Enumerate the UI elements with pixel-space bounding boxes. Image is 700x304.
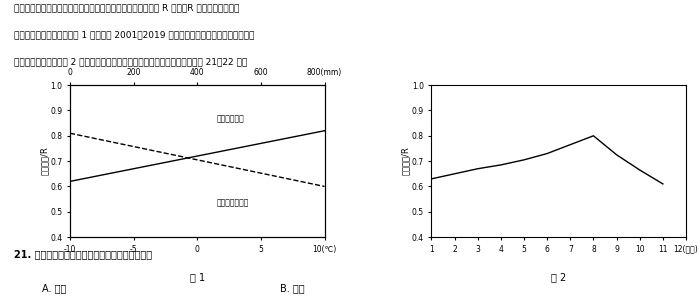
Y-axis label: 相关系数/R: 相关系数/R (40, 147, 49, 175)
Text: 多年平均降水量: 多年平均降水量 (216, 199, 248, 207)
Text: 多年平均气温: 多年平均气温 (216, 115, 244, 124)
Text: 系数的趋势统计图，图 2 是蒙古国不同月份与敏感系数趋势统计图。据此完成 21～22 题。: 系数的趋势统计图，图 2 是蒙古国不同月份与敏感系数趋势统计图。据此完成 21～… (14, 58, 247, 67)
Text: 分区域植被生长受干旱影响较强，对干旱响应的敏感性用系数 R 表示（R 等于植被覆盖度和: 分区域植被生长受干旱影响较强，对干旱响应的敏感性用系数 R 表示（R 等于植被覆… (14, 3, 239, 12)
Y-axis label: 相关系数/R: 相关系数/R (401, 147, 410, 175)
Text: A. 春季: A. 春季 (42, 283, 66, 293)
Text: 降水蒸散比值的比位）。图 1 是蒙古国 2001～2019 年多年平均气温及年均降水量与敏感: 降水蒸散比值的比位）。图 1 是蒙古国 2001～2019 年多年平均气温及年均… (14, 30, 254, 40)
Text: 21. 蒙古国植被总体上对干旱响应最敏感的季节是: 21. 蒙古国植被总体上对干旱响应最敏感的季节是 (14, 249, 152, 259)
Text: B. 夏季: B. 夏季 (280, 283, 304, 293)
Text: 图 2: 图 2 (551, 272, 566, 282)
Text: 图 1: 图 1 (190, 272, 205, 282)
